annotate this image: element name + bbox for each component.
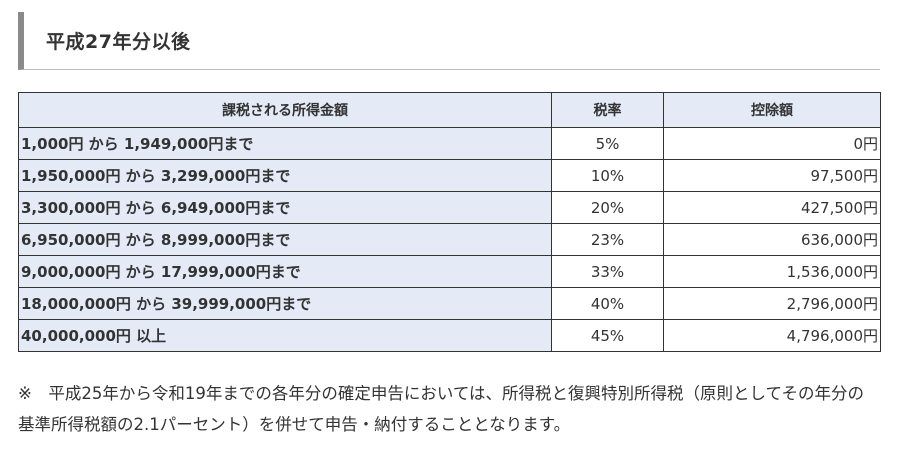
income-range-cell: 3,300,000円 から 6,949,000円まで <box>18 191 552 224</box>
header-tax-rate: 税率 <box>551 92 664 128</box>
footnote: ※ 平成25年から令和19年までの各年分の確定申告においては、所得税と復興特別所… <box>18 384 865 434</box>
deduction-cell: 4,796,000円 <box>663 319 881 352</box>
table-row: 9,000,000円 から 17,999,000円まで 33% 1,536,00… <box>18 255 881 288</box>
income-range-cell: 9,000,000円 から 17,999,000円まで <box>18 255 552 288</box>
table-row: 6,950,000円 から 8,999,000円まで 23% 636,000円 <box>18 223 881 256</box>
deduction-cell: 0円 <box>663 127 881 160</box>
income-range-cell: 18,000,000円 から 39,999,000円まで <box>18 287 552 320</box>
table-row: 3,300,000円 から 6,949,000円まで 20% 427,500円 <box>18 191 881 224</box>
tax-rate-cell: 45% <box>551 319 664 352</box>
deduction-cell: 427,500円 <box>663 191 881 224</box>
income-range-cell: 1,950,000円 から 3,299,000円まで <box>18 159 552 192</box>
header-deduction: 控除額 <box>663 92 881 128</box>
deduction-cell: 97,500円 <box>663 159 881 192</box>
tax-rate-cell: 40% <box>551 287 664 320</box>
table-row: 1,000円 から 1,949,000円まで 5% 0円 <box>18 127 881 160</box>
table-row: 40,000,000円 以上 45% 4,796,000円 <box>18 319 881 352</box>
tax-rate-cell: 5% <box>551 127 664 160</box>
income-range-cell: 40,000,000円 以上 <box>18 319 552 352</box>
deduction-cell: 636,000円 <box>663 223 881 256</box>
income-range-cell: 6,950,000円 から 8,999,000円まで <box>18 223 552 256</box>
tax-rate-cell: 23% <box>551 223 664 256</box>
table-header-row: 課税される所得金額 税率 控除額 <box>18 92 881 128</box>
tax-rate-cell: 20% <box>551 191 664 224</box>
header-taxable-income: 課税される所得金額 <box>18 92 552 128</box>
table-row: 1,950,000円 から 3,299,000円まで 10% 97,500円 <box>18 159 881 192</box>
tax-rate-cell: 10% <box>551 159 664 192</box>
tax-rate-cell: 33% <box>551 255 664 288</box>
income-range-cell: 1,000円 から 1,949,000円まで <box>18 127 552 160</box>
section-title: 平成27年分以後 <box>46 31 191 53</box>
section-heading: 平成27年分以後 <box>18 12 880 70</box>
deduction-cell: 2,796,000円 <box>663 287 881 320</box>
table-row: 18,000,000円 から 39,999,000円まで 40% 2,796,0… <box>18 287 881 320</box>
deduction-cell: 1,536,000円 <box>663 255 881 288</box>
tax-rate-table: 課税される所得金額 税率 控除額 1,000円 から 1,949,000円まで … <box>18 92 881 352</box>
